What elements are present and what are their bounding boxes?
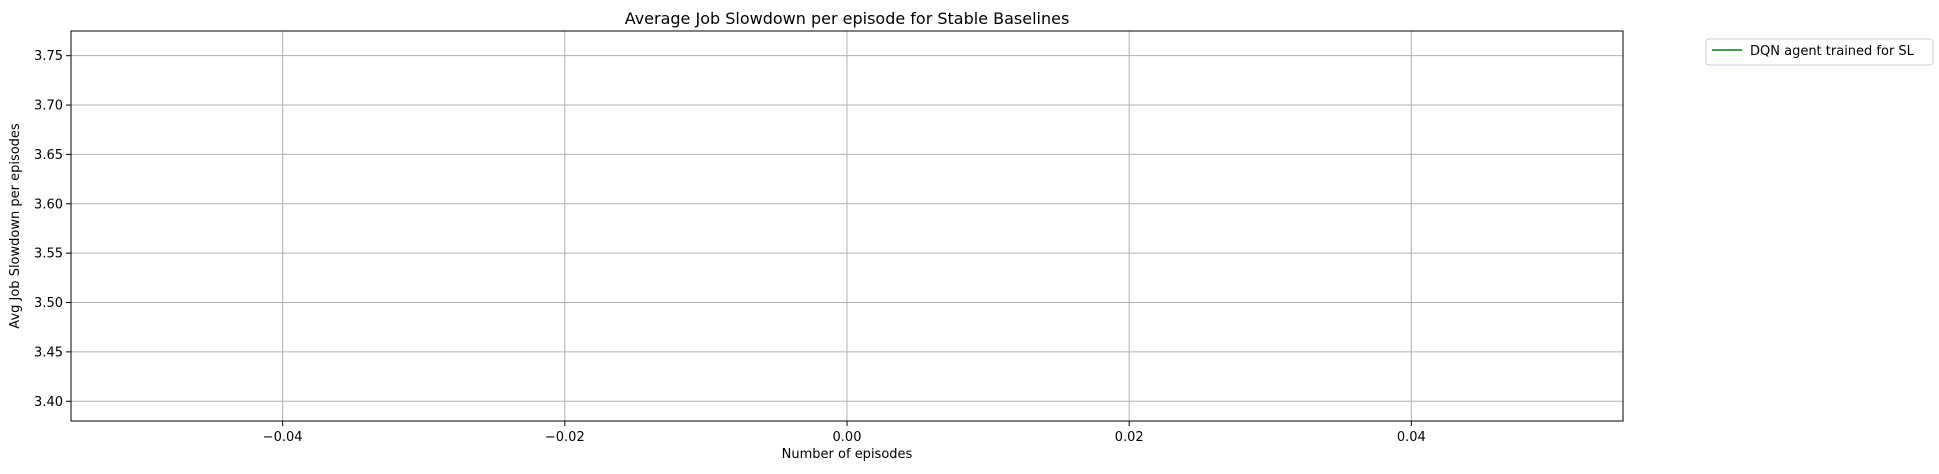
legend-label: DQN agent trained for SL [1750, 44, 1915, 59]
y-tick-label: 3.55 [34, 247, 63, 262]
x-tick-label: −0.02 [545, 430, 585, 445]
x-tick-label: 0.04 [1397, 430, 1426, 445]
x-axis-ticks: −0.04 −0.02 0.00 0.02 0.04 [263, 421, 1426, 445]
chart-title: Average Job Slowdown per episode for Sta… [625, 9, 1070, 28]
y-tick-label: 3.65 [34, 148, 63, 163]
y-tick-label: 3.75 [34, 49, 63, 64]
x-axis-label: Number of episodes [782, 447, 913, 462]
grid [71, 31, 1623, 421]
y-axis-ticks: 3.40 3.45 3.50 3.55 3.60 3.65 3.70 3.75 [34, 49, 71, 410]
x-tick-label: −0.04 [263, 430, 303, 445]
y-tick-label: 3.60 [34, 197, 63, 212]
legend-box [1705, 38, 1934, 66]
legend: DQN agent trained for SL [1705, 38, 1934, 66]
y-tick-label: 3.45 [34, 345, 63, 360]
y-tick-label: 3.70 [34, 99, 63, 114]
y-tick-label: 3.50 [34, 296, 63, 311]
y-tick-label: 3.40 [34, 395, 63, 410]
y-axis-label: Avg Job Slowdown per episodes [8, 123, 23, 329]
x-tick-label: 0.00 [833, 430, 862, 445]
x-tick-label: 0.02 [1115, 430, 1144, 445]
